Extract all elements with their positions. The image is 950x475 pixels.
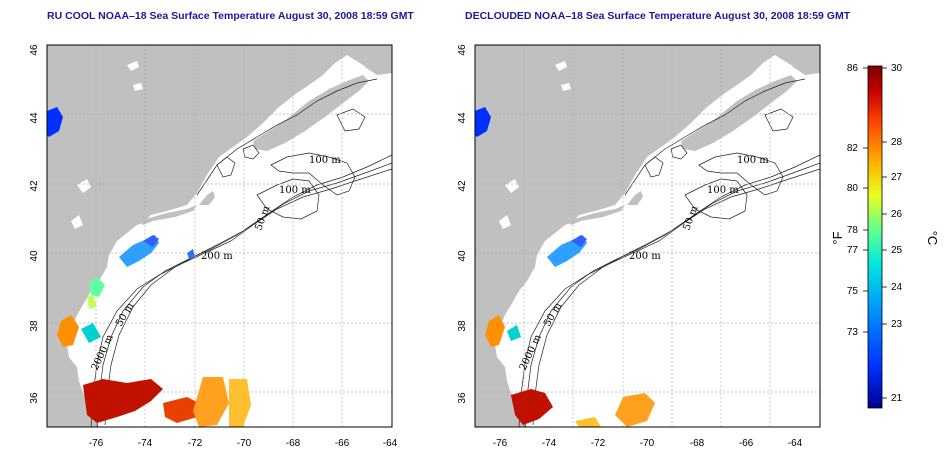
contour-label: 100 m [737,155,769,166]
contour-label: 50 m [114,301,136,329]
left-x-tick: -68 [286,438,301,449]
right-x-tick: -64 [788,438,803,449]
right-y-tick: 42 [457,180,468,192]
colorbar-f-tick: 77 [847,245,859,256]
right-y-tick: 46 [457,44,468,56]
left-y-tick: 46 [29,44,40,56]
colorbar-c-unit: °C [925,231,940,246]
sst-patch-chesapeake [485,315,505,347]
right-y-tick: 40 [457,250,468,262]
colorbar-c-tick: 21 [891,393,903,404]
left-x-tick: -66 [335,438,350,449]
colorbar-c-tick: 28 [891,137,903,148]
left-x-tick: -74 [138,438,153,449]
colorbar-f-tick: 78 [847,225,859,236]
colorbar-f-tick: 82 [847,143,859,154]
contour-label: 200 m [629,251,661,262]
sst-patch-south [83,379,163,423]
right-y-tick: 38 [457,320,468,332]
sst-patch-ne [47,107,63,137]
left-y-tick: 38 [29,320,40,332]
contour-label: 50 m [681,204,700,232]
left-y-tick: 44 [29,112,40,124]
left-x-tick: -72 [188,438,203,449]
right-x-tick: -74 [542,438,557,449]
right-x-tick: -76 [493,438,508,449]
left-y-tick: 40 [29,250,40,262]
colorbar-f-tick: 80 [847,183,859,194]
left-map-title: RU COOL NOAA–18 Sea Surface Temperature … [47,10,414,22]
sst-patch-ne [475,107,491,137]
left-x-tick: -70 [237,438,252,449]
colorbar: 86 82 80 78 77 75 73 30 28 27 26 25 24 2… [830,63,940,409]
colorbar-c-tick: 26 [891,209,903,220]
left-x-tick: -64 [383,438,398,449]
left-y-tick: 42 [29,180,40,192]
colorbar-f-unit: °F [830,231,845,244]
left-y-tick: 36 [29,392,40,404]
right-plot-frame [474,44,821,428]
colorbar-c-tick: 30 [891,63,903,74]
sst-patch-chesapeake [57,315,79,347]
contour-label: 100 m [279,185,311,196]
colorbar-c-tick: 25 [891,245,903,256]
right-map-panel: 100 m 100 m 50 m 200 m 50 m 2000 m -76 -… [457,44,821,449]
sst-patch-south [511,389,553,425]
left-map-panel: 100 m 100 m 50 m 200 m 50 m 2000 m -76 -… [29,44,398,449]
right-x-tick: -72 [591,438,606,449]
colorbar-c-tick: 24 [891,282,903,293]
right-x-tick: -70 [640,438,655,449]
left-x-tick: -76 [89,438,104,449]
colorbar-f-tick: 75 [847,286,859,297]
contour-label: 100 m [707,185,739,196]
right-y-tick: 36 [457,392,468,404]
left-plot-frame [46,44,393,428]
colorbar-f-tick: 86 [847,63,859,74]
right-x-tick: -66 [739,438,754,449]
contour-label: 50 m [253,204,272,232]
right-y-tick: 44 [457,112,468,124]
colorbar-f-tick: 73 [847,327,859,338]
contour-label: 200 m [201,251,233,262]
contour-label: 50 m [542,301,564,329]
sst-patch-nj [89,277,105,297]
colorbar-gradient [867,65,883,409]
contour-label: 100 m [309,155,341,166]
right-x-tick: -68 [690,438,705,449]
colorbar-c-tick: 23 [891,319,903,330]
colorbar-c-tick: 27 [891,172,903,183]
right-map-title: DECLOUDED NOAA–18 Sea Surface Temperatur… [465,10,851,22]
